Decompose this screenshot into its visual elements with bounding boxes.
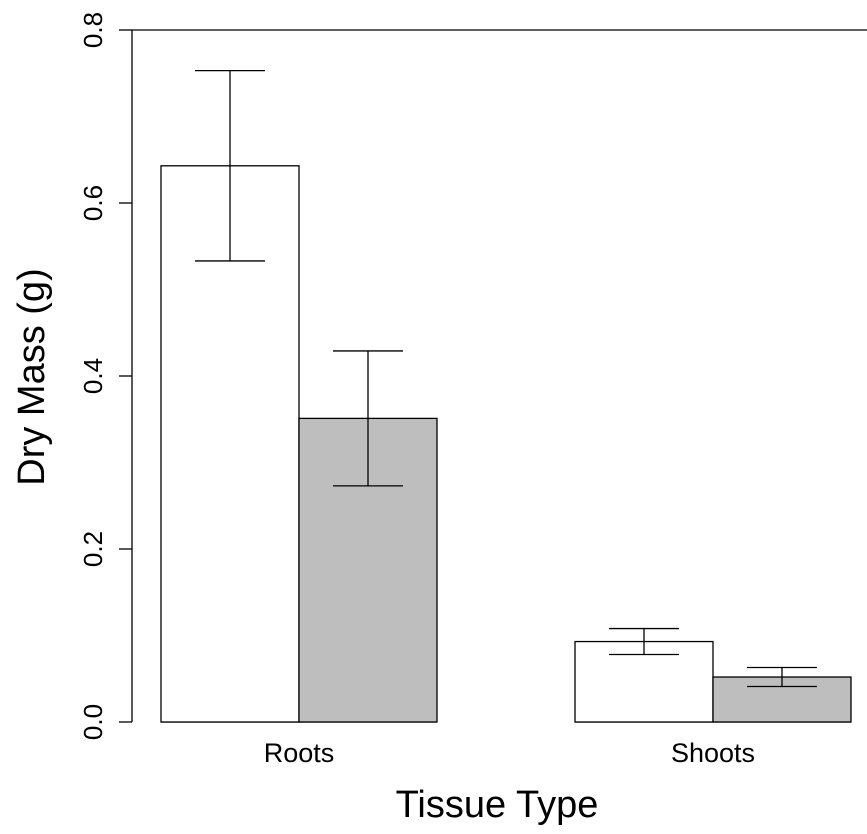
y-axis-title: Dry Mass (g) (11, 268, 53, 485)
y-tick-label: 0.6 (78, 185, 108, 221)
x-axis-title: Tissue Type (396, 784, 599, 826)
labels: 0.0 0.2 0.4 0.6 0.8 Roots Shoots (78, 12, 755, 768)
error-bars (195, 70, 817, 688)
x-category-label: Shoots (671, 738, 755, 768)
y-tick-label: 0.4 (78, 358, 108, 394)
x-category-label: Roots (264, 738, 335, 768)
y-tick-label: 0.8 (78, 12, 108, 48)
y-tick-label: 0.0 (78, 704, 108, 740)
y-tick-label: 0.2 (78, 531, 108, 567)
bar (712, 676, 852, 723)
bars (160, 165, 852, 723)
